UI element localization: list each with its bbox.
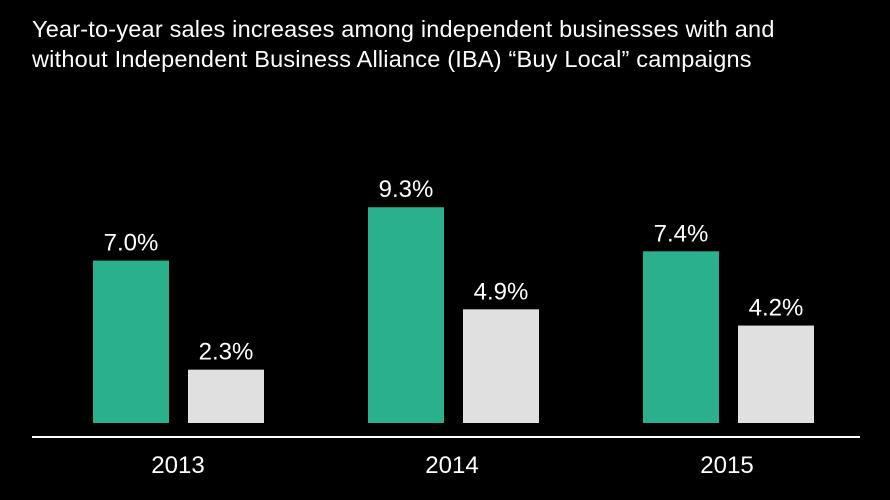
- data-label-2013-series-1: 7.0%: [104, 230, 159, 257]
- data-label-2015-series-1: 7.4%: [654, 220, 709, 247]
- bar-2014-series-2: [463, 309, 539, 423]
- x-tick-label-2014: 2014: [425, 452, 478, 479]
- chart-title-line-2: without Independent Business Alliance (I…: [32, 46, 752, 72]
- data-label-2015-series-2: 4.2%: [749, 295, 804, 322]
- chart-title-line-1: Year-to-year sales increases among indep…: [32, 16, 775, 42]
- bar-2013-series-2: [188, 369, 264, 423]
- data-label-2014-series-1: 9.3%: [379, 176, 434, 203]
- chart-title: Year-to-year sales increases among indep…: [32, 14, 872, 74]
- bar-2013-series-1: [93, 260, 169, 423]
- x-tick-label-2013: 2013: [151, 452, 204, 479]
- bar-2015-series-1: [643, 251, 719, 423]
- data-label-2014-series-2: 4.9%: [474, 278, 529, 305]
- x-tick-label-2015: 2015: [700, 452, 753, 479]
- bar-2014-series-1: [368, 207, 444, 423]
- data-label-2013-series-2: 2.3%: [199, 339, 254, 366]
- bar-2015-series-2: [738, 325, 814, 423]
